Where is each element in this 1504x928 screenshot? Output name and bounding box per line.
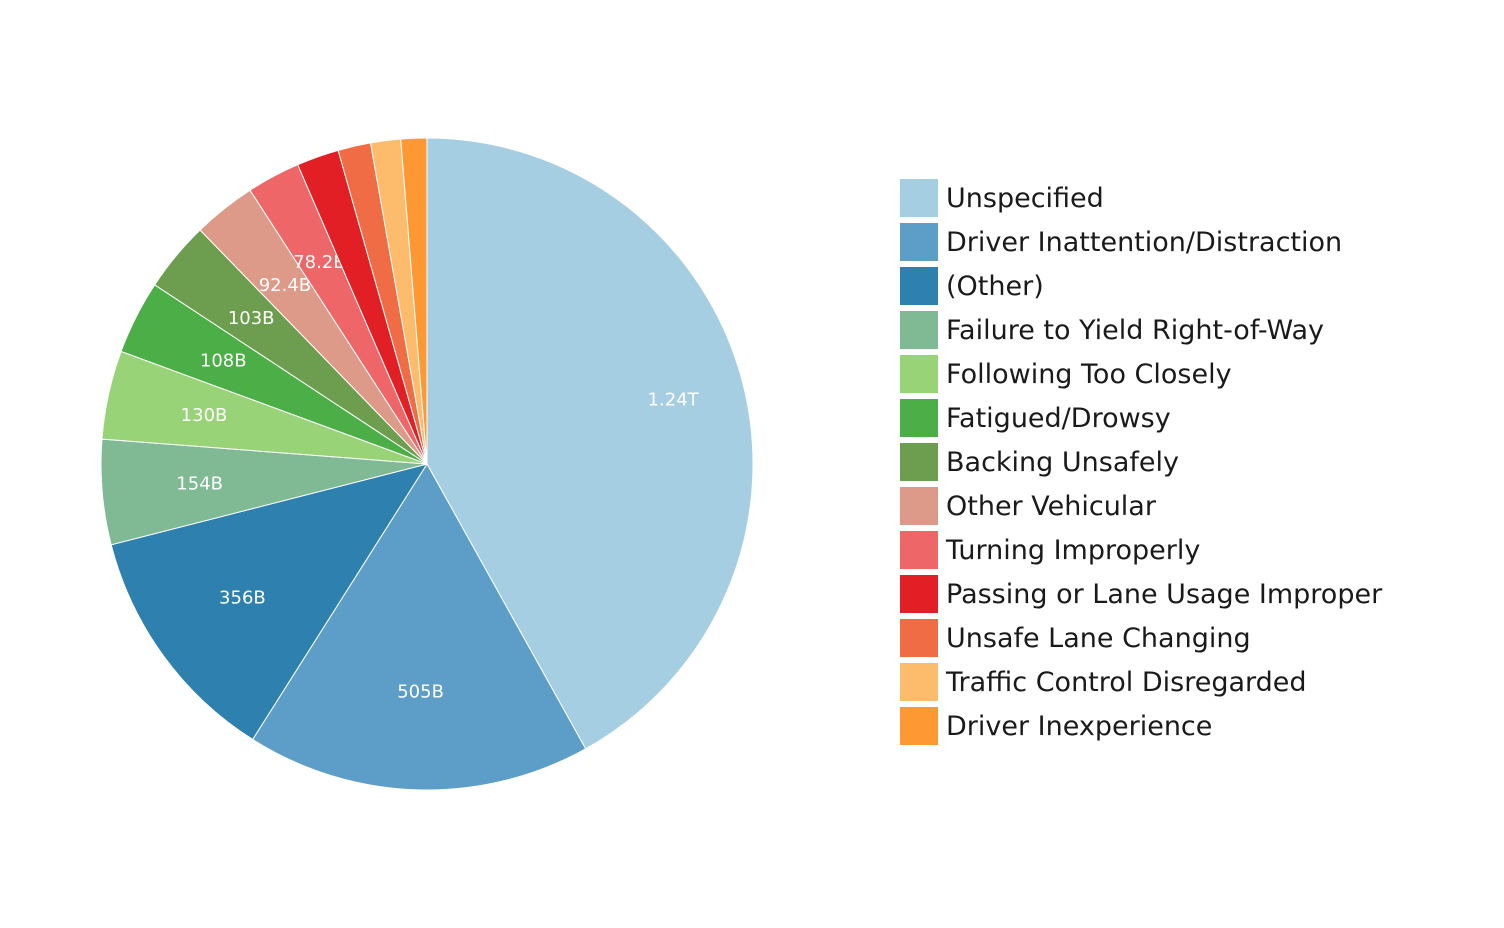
legend-swatch bbox=[900, 179, 938, 217]
slice-value-label: 1.24T bbox=[648, 390, 700, 411]
legend-item[interactable]: Traffic Control Disregarded bbox=[900, 660, 1382, 704]
slice-value-label: 92.4B bbox=[259, 275, 311, 296]
legend-item[interactable]: Fatigued/Drowsy bbox=[900, 396, 1382, 440]
legend-swatch bbox=[900, 223, 938, 261]
legend-swatch bbox=[900, 707, 938, 745]
legend-swatch bbox=[900, 443, 938, 481]
legend-item[interactable]: Driver Inattention/Distraction bbox=[900, 220, 1382, 264]
legend-label: Fatigued/Drowsy bbox=[946, 402, 1171, 434]
legend-label: Driver Inattention/Distraction bbox=[946, 226, 1343, 258]
legend-label: (Other) bbox=[946, 270, 1044, 302]
pie-slice-12 bbox=[400, 137, 428, 465]
legend-label: Driver Inexperience bbox=[946, 710, 1213, 742]
legend-item[interactable]: Unspecified bbox=[900, 176, 1382, 220]
legend-label: Other Vehicular bbox=[946, 490, 1156, 522]
legend-label: Turning Improperly bbox=[946, 534, 1201, 566]
legend-swatch bbox=[900, 311, 938, 349]
slice-value-label: 505B bbox=[397, 682, 444, 703]
legend-item[interactable]: (Other) bbox=[900, 264, 1382, 308]
legend-label: Unspecified bbox=[946, 182, 1104, 214]
legend-label: Backing Unsafely bbox=[946, 446, 1179, 478]
legend: Unspecified Driver Inattention/Distractio… bbox=[900, 176, 1382, 748]
legend-item[interactable]: Passing or Lane Usage Improper bbox=[900, 572, 1382, 616]
slice-value-label: 154B bbox=[176, 473, 223, 494]
legend-label: Following Too Closely bbox=[946, 358, 1232, 390]
legend-swatch bbox=[900, 531, 938, 569]
legend-item[interactable]: Backing Unsafely bbox=[900, 440, 1382, 484]
legend-item[interactable]: Following Too Closely bbox=[900, 352, 1382, 396]
legend-swatch bbox=[900, 575, 938, 613]
legend-label: Failure to Yield Right-of-Way bbox=[946, 314, 1324, 346]
legend-item[interactable]: Other Vehicular bbox=[900, 484, 1382, 528]
legend-swatch bbox=[900, 619, 938, 657]
pie-slice-2 bbox=[110, 463, 429, 741]
slice-value-label: 356B bbox=[219, 588, 266, 609]
legend-item[interactable]: Failure to Yield Right-of-Way bbox=[900, 308, 1382, 352]
legend-swatch bbox=[900, 487, 938, 525]
legend-swatch bbox=[900, 663, 938, 701]
slice-value-label: 108B bbox=[200, 351, 247, 372]
legend-swatch bbox=[900, 355, 938, 393]
legend-item[interactable]: Unsafe Lane Changing bbox=[900, 616, 1382, 660]
legend-label: Passing or Lane Usage Improper bbox=[946, 578, 1383, 610]
slice-value-label: 130B bbox=[181, 405, 228, 426]
legend-label: Unsafe Lane Changing bbox=[946, 622, 1251, 654]
legend-item[interactable]: Turning Improperly bbox=[900, 528, 1382, 572]
legend-swatch bbox=[900, 399, 938, 437]
pie-slice-1 bbox=[251, 463, 587, 791]
pie-slice-0 bbox=[426, 137, 754, 750]
slice-value-label: 78.2B bbox=[293, 252, 345, 273]
legend-item[interactable]: Driver Inexperience bbox=[900, 704, 1382, 748]
slice-value-label: 103B bbox=[228, 308, 275, 329]
legend-label: Traffic Control Disregarded bbox=[946, 666, 1307, 698]
legend-swatch bbox=[900, 267, 938, 305]
